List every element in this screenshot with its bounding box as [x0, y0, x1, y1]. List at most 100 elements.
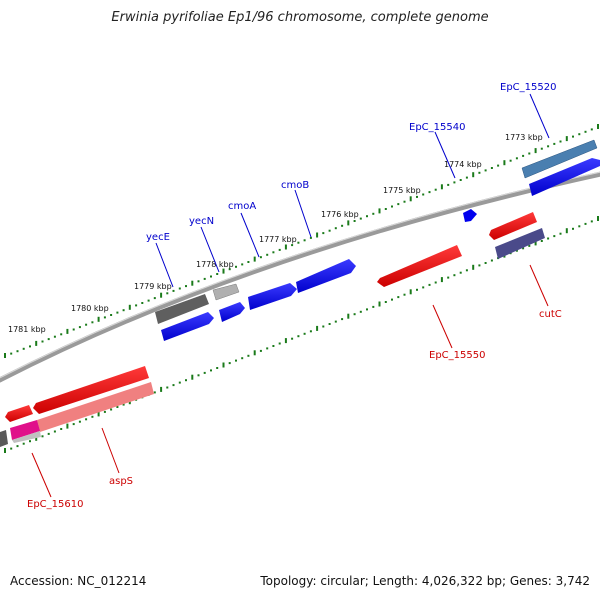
ruler-minor-tick	[135, 304, 138, 307]
gene-label-cmoB[interactable]: cmoB	[281, 180, 309, 191]
gene-label-yecE[interactable]: yecE	[146, 232, 170, 243]
ruler-minor-tick	[447, 183, 450, 186]
ruler-minor-tick	[490, 259, 493, 262]
gene-label-EpC_15540[interactable]: EpC_15540	[409, 122, 465, 133]
chromosome-backbone	[0, 171, 600, 383]
ruler-major-tick	[284, 338, 287, 344]
gene-yecN-arrow[interactable]	[219, 302, 245, 322]
gene-aspS-bar[interactable]	[37, 382, 154, 432]
gene-yecE-arrow[interactable]	[161, 312, 214, 341]
ruler-minor-tick	[522, 154, 525, 157]
ruler-minor-tick	[459, 179, 462, 181]
gene-cutC-arrow[interactable]	[489, 212, 537, 240]
gene-yecN-bar[interactable]	[212, 283, 240, 301]
ruler-minor-tick	[553, 142, 556, 145]
ruler-minor-tick	[584, 222, 587, 225]
ruler-major-tick	[35, 340, 38, 346]
ruler-minor-tick	[47, 338, 50, 341]
gene-aspS-arrow[interactable]	[33, 366, 149, 414]
ruler-minor-tick	[41, 435, 44, 438]
ruler-minor-tick	[334, 227, 337, 230]
ruler-minor-tick	[359, 217, 362, 220]
ruler-major-tick	[472, 264, 475, 270]
ruler-major-tick	[347, 220, 350, 226]
gene-label-EpC_15610[interactable]: EpC_15610	[27, 499, 83, 510]
ruler-minor-tick	[590, 128, 593, 131]
gene-yecE-bar[interactable]	[155, 294, 209, 324]
ruler-minor-tick	[85, 418, 88, 421]
forward-genes	[155, 139, 600, 341]
ruler-minor-tick	[590, 220, 593, 223]
ruler-major-tick	[472, 172, 475, 178]
ruler-minor-tick	[572, 227, 574, 230]
genome-map-canvas: 1773 kbp 1774 kbp 1775 kbp 1776 kbp 1777…	[0, 82, 600, 510]
ruler-minor-tick	[166, 292, 169, 295]
ruler-minor-tick	[490, 167, 493, 169]
gene-cutC-bar[interactable]	[495, 228, 545, 259]
ruler-minor-tick	[116, 406, 119, 408]
gene-EpC_15540-arrow[interactable]	[463, 209, 477, 222]
ruler-minor-tick	[272, 251, 275, 254]
gene-cmoA-arrow[interactable]	[248, 283, 297, 310]
ruler-minor-tick	[228, 268, 231, 271]
ruler-minor-tick	[41, 340, 44, 343]
ruler-minor-tick	[403, 200, 406, 203]
gene-EpC_15610-bar-grey[interactable]	[12, 431, 41, 443]
ruler-minor-tick	[384, 208, 387, 210]
gene-label-cutC[interactable]: cutC	[539, 309, 562, 320]
ruler-minor-tick	[266, 253, 269, 256]
ruler-minor-tick	[578, 225, 581, 228]
gene-EpC_15610-bar[interactable]	[10, 420, 40, 440]
gene-cmoB-arrow[interactable]	[296, 259, 356, 293]
ruler-major-tick	[160, 386, 163, 392]
ruler-minor-tick	[422, 193, 425, 196]
gene-label-yecN[interactable]: yecN	[189, 216, 214, 227]
ruler-minor-tick	[91, 415, 94, 418]
ruler-label: 1779 kbp	[134, 282, 172, 291]
ruler-minor-tick	[366, 215, 368, 218]
ruler-label: 1774 kbp	[444, 160, 482, 169]
ruler-minor-tick	[266, 347, 269, 350]
ruler-minor-tick	[53, 335, 56, 338]
ruler-minor-tick	[484, 262, 487, 264]
ruler-minor-tick	[465, 176, 468, 179]
ruler-minor-tick	[353, 220, 356, 222]
genome-summary-text: Topology: circular; Length: 4,026,322 bp…	[260, 574, 590, 588]
ruler-minor-tick	[22, 347, 25, 350]
ruler-minor-tick	[122, 403, 125, 406]
gene-EpC_15520-bar[interactable]	[521, 139, 598, 179]
ruler-major-tick	[440, 277, 443, 283]
ruler-minor-tick	[291, 337, 294, 340]
gene-EpC_15610-arrow[interactable]	[5, 405, 33, 422]
ruler-minor-tick	[366, 308, 368, 311]
accession-text: Accession: NC_012214	[10, 574, 147, 588]
ruler-major-tick	[503, 160, 506, 166]
ruler-minor-tick	[72, 328, 75, 331]
gene-EpC_15520-arrow[interactable]	[529, 158, 600, 196]
ruler-label: 1776 kbp	[321, 210, 359, 219]
ruler-minor-tick	[447, 276, 450, 279]
gene-label-aspS[interactable]: aspS	[109, 476, 133, 487]
ruler-minor-tick	[278, 248, 281, 251]
ruler-minor-tick	[297, 241, 300, 244]
ruler-minor-tick	[416, 288, 418, 291]
ruler-minor-tick	[10, 352, 13, 355]
ruler-label: 1780 kbp	[71, 304, 109, 313]
ruler-minor-tick	[372, 305, 375, 308]
gene-EpC_15550-arrow[interactable]	[377, 245, 462, 287]
gene-label-EpC_15550[interactable]: EpC_15550	[429, 350, 485, 361]
ruler-minor-tick	[185, 285, 187, 288]
gene-left-edge-bar[interactable]	[0, 430, 8, 447]
ruler-minor-tick	[547, 145, 550, 148]
ruler-minor-tick	[216, 273, 219, 275]
ruler-minor-tick	[528, 244, 531, 247]
ruler-minor-tick	[166, 386, 169, 389]
ruler-minor-tick	[478, 264, 481, 267]
ruler-minor-tick	[203, 371, 206, 374]
ruler-minor-tick	[341, 318, 344, 321]
gene-label-EpC_15520[interactable]: EpC_15520	[500, 82, 556, 93]
ruler-minor-tick	[559, 232, 562, 235]
gene-label-cmoA[interactable]: cmoA	[228, 201, 256, 212]
ruler-major-tick	[409, 196, 412, 202]
ruler-major-tick	[160, 292, 163, 298]
